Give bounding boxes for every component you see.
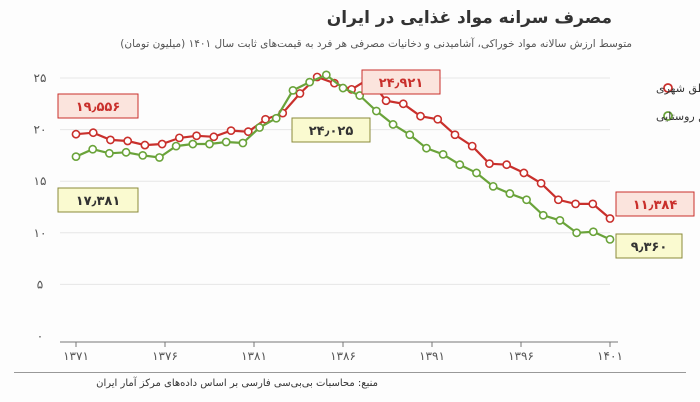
x-tick-label: ۱۳۸۱: [241, 349, 267, 363]
data-point-rural: [338, 83, 348, 93]
callout-box-urban: [57, 93, 139, 119]
callout-box-rural: [615, 233, 683, 259]
data-point-rural: [488, 181, 498, 191]
callout-label-rural: ۲۴٫۰۲۵: [309, 124, 354, 139]
chart-title: مصرف سرانه مواد غذایی در ایران: [326, 8, 612, 28]
source-divider: [14, 372, 686, 373]
data-point-urban: [588, 199, 598, 209]
legend-label-rural: مناطق روستایی: [656, 110, 700, 124]
data-point-urban: [519, 168, 529, 178]
legend-marker-rural: [663, 111, 673, 121]
data-point-urban: [467, 141, 477, 151]
data-point-rural: [255, 123, 264, 132]
x-tick-label: ۱۳۸۶: [330, 349, 356, 363]
data-point-urban: [485, 159, 494, 169]
data-point-rural: [422, 143, 431, 153]
data-point-urban: [502, 160, 512, 170]
data-point-rural: [138, 150, 148, 160]
callout-box-urban: [361, 69, 441, 95]
data-point-urban: [71, 129, 81, 139]
data-point-urban: [433, 114, 443, 124]
data-point-urban: [192, 131, 201, 141]
callout-box-urban: [615, 191, 695, 217]
data-point-rural: [505, 189, 515, 198]
callout-box-rural: [57, 187, 139, 213]
y-tick-label: ۲۵: [34, 71, 47, 85]
data-point-rural: [221, 137, 231, 147]
data-point-rural: [188, 139, 198, 149]
data-point-rural: [455, 160, 465, 170]
data-point-urban: [106, 135, 115, 145]
chart-subtitle: متوسط ارزش سالانه مواد خوراکی، آشامیدنی …: [120, 38, 632, 50]
x-tick-label: ۱۳۹۱: [419, 349, 445, 363]
data-point-rural: [238, 138, 248, 148]
legend-marker-urban: [663, 83, 673, 93]
data-point-urban: [243, 127, 253, 137]
data-point-rural: [321, 70, 331, 80]
data-point-rural: [71, 152, 81, 162]
callout-label-rural: ۹٫۳۶۰: [631, 240, 668, 255]
data-point-urban: [209, 132, 219, 142]
data-point-rural: [171, 141, 181, 151]
data-point-rural: [572, 228, 582, 238]
data-point-rural: [438, 149, 448, 159]
data-point-urban: [381, 96, 391, 106]
data-point-urban: [123, 136, 133, 146]
data-point-urban: [571, 199, 580, 209]
data-point-rural: [355, 91, 365, 100]
legend-label-urban: مناطق شهری: [656, 82, 700, 96]
data-point-rural: [305, 77, 315, 87]
data-point-urban: [450, 130, 460, 140]
callout-label-urban: ۱۱٫۳۸۴: [633, 198, 678, 213]
source-note: منبع: محاسبات بی‌بی‌سی فارسی بر اساس داد…: [96, 378, 378, 389]
y-tick-label: ۲۰: [34, 123, 47, 137]
data-point-rural: [538, 210, 548, 220]
data-point-urban: [157, 139, 167, 149]
x-tick-label: ۱۴۰۱: [597, 349, 623, 363]
data-point-rural: [155, 153, 164, 162]
data-point-urban: [261, 114, 270, 124]
data-point-rural: [472, 168, 481, 178]
callout-label-rural: ۱۷٫۳۸۱: [76, 194, 121, 209]
callout-label-urban: ۱۹٫۵۵۶: [76, 100, 121, 115]
callout-box-rural: [291, 117, 371, 143]
data-point-urban: [605, 214, 615, 223]
data-point-rural: [88, 144, 98, 154]
data-point-rural: [104, 148, 114, 158]
data-point-urban: [140, 140, 150, 150]
data-point-urban: [536, 178, 546, 188]
data-point-rural: [388, 120, 398, 129]
data-point-urban: [226, 126, 236, 136]
data-point-urban: [88, 128, 98, 138]
y-tick-label: ۵: [37, 277, 43, 291]
y-tick-label: ۱۵: [34, 174, 47, 188]
data-point-rural: [371, 106, 381, 116]
data-point-urban: [295, 89, 305, 98]
data-point-rural: [121, 147, 131, 157]
data-point-rural: [555, 216, 565, 225]
x-tick-label: ۱۳۷۶: [152, 349, 178, 363]
data-point-urban: [553, 195, 563, 205]
y-tick-label: ۰: [37, 329, 43, 343]
data-point-rural: [288, 85, 298, 95]
data-point-rural: [405, 130, 415, 140]
data-point-rural: [271, 113, 281, 123]
data-point-rural: [205, 139, 214, 149]
x-tick-label: ۱۳۹۶: [508, 349, 534, 363]
data-point-urban: [174, 133, 184, 143]
data-point-urban: [416, 111, 425, 121]
data-point-rural: [522, 195, 531, 205]
data-point-rural: [605, 235, 615, 244]
data-point-rural: [588, 227, 598, 237]
x-tick-label: ۱۳۷۱: [63, 349, 89, 363]
callout-label-urban: ۲۴٫۹۲۱: [379, 76, 424, 91]
y-tick-label: ۱۰: [34, 226, 47, 240]
data-point-urban: [398, 99, 408, 109]
